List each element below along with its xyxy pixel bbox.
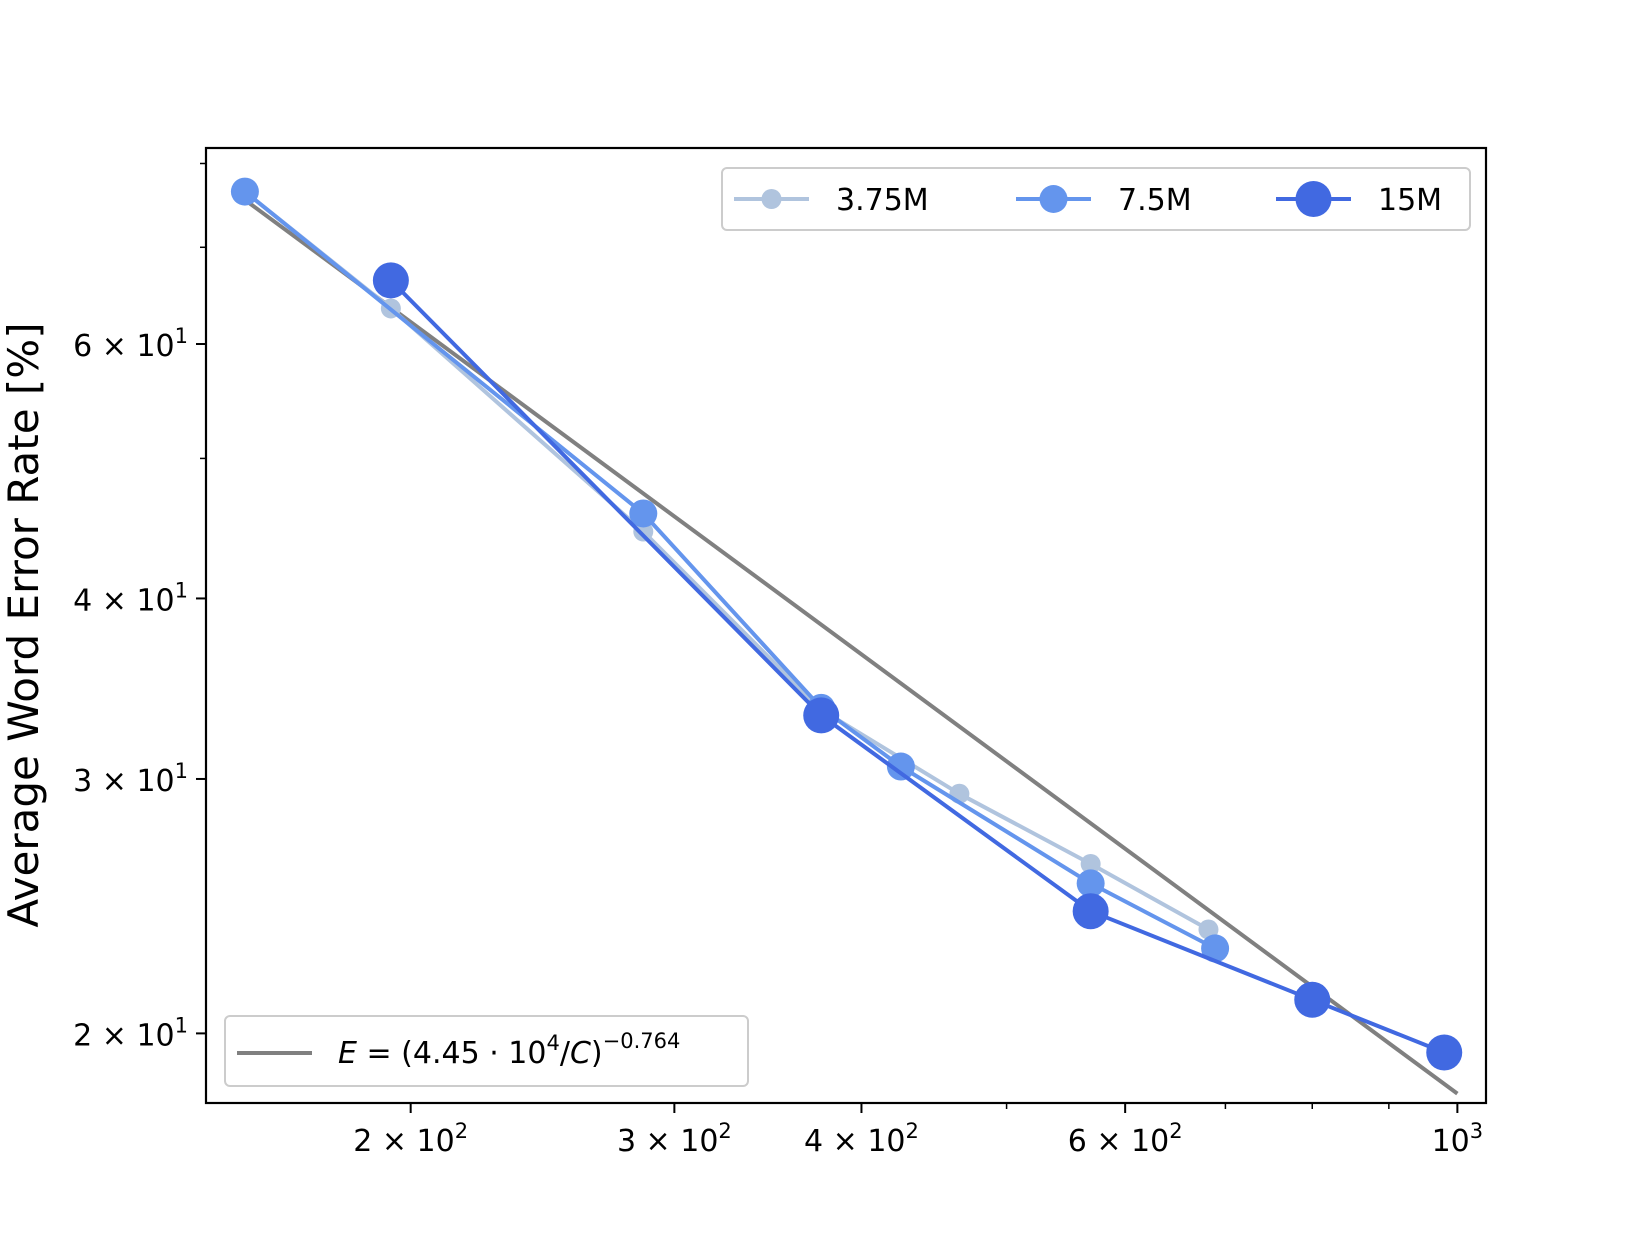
fit-legend-formula: E = (4.45 · 104/C)−0.764	[338, 1029, 680, 1071]
x-tick-mantissa: 2 ×	[353, 1124, 416, 1159]
x-tick-mantissa: 6 ×	[1068, 1124, 1131, 1159]
y-axis-label: Average Word Error Rate [%]	[0, 322, 48, 927]
x-tick-label: 103	[1432, 1119, 1484, 1159]
legend-label-7.5M: 7.5M	[1118, 183, 1192, 218]
x-tick-label: 3 × 102	[617, 1119, 732, 1159]
x-tick-label: 6 × 102	[1068, 1119, 1183, 1159]
y-tick-mantissa: 4 ×	[73, 583, 136, 618]
legend-marker-15M	[1295, 181, 1332, 217]
x-tick-base: 10	[680, 1124, 718, 1159]
fit-formula-eq: = (4.45 · 10	[357, 1036, 547, 1071]
series-point-7.5M	[1201, 934, 1230, 963]
legend-marker-3.75M	[761, 189, 782, 209]
legend-label-3.75M: 3.75M	[836, 183, 929, 218]
series-point-15M	[372, 262, 409, 299]
y-tick-label: 4 × 101	[73, 578, 188, 618]
fit-formula-C: C	[570, 1036, 591, 1071]
x-tick-base: 10	[1432, 1124, 1470, 1159]
x-tick-base: 10	[1131, 1124, 1169, 1159]
fit-legend: E = (4.45 · 104/C)−0.764	[224, 1015, 749, 1087]
series-point-15M	[1072, 893, 1109, 930]
x-tick-base: 10	[417, 1124, 455, 1159]
series-point-15M	[1294, 981, 1331, 1018]
x-tick-label: 4 × 102	[804, 1119, 919, 1159]
fit-legend-box	[224, 1015, 749, 1087]
fit-layer	[243, 198, 1459, 1096]
y-tick-mantissa: 6 ×	[73, 329, 136, 364]
y-tick-base: 10	[136, 329, 174, 364]
y-tick-base: 10	[136, 764, 174, 799]
x-tick-mantissa: 4 ×	[804, 1124, 867, 1159]
x-tick-label: 2 × 102	[353, 1119, 468, 1159]
legend-entries: 3.75M 7.5M 15M	[734, 181, 1442, 218]
series-legend-box	[721, 167, 1471, 231]
fit-formula-exp1: 4	[546, 1031, 559, 1055]
y-tick-mantissa: 2 ×	[73, 1018, 136, 1053]
y-tick-label: 3 × 101	[73, 759, 188, 799]
series-point-3.75M	[1080, 853, 1101, 874]
x-tick-mantissa: 3 ×	[617, 1124, 680, 1159]
y-tick-exp: 1	[175, 324, 188, 348]
fit-formula-exp2: −0.764	[603, 1029, 681, 1053]
y-tick-base: 10	[136, 1018, 174, 1053]
y-tick-mantissa: 3 ×	[73, 764, 136, 799]
x-tick-exp: 3	[1470, 1119, 1483, 1143]
plot-frame	[204, 146, 1488, 1105]
series-point-7.5M	[886, 752, 915, 781]
series-legend: 3.75M 7.5M 15M	[721, 167, 1471, 231]
legend-label-15M: 15M	[1378, 183, 1442, 218]
series-point-15M	[1426, 1034, 1463, 1071]
fit-line	[243, 198, 1459, 1096]
series-line-7.5M	[243, 190, 1217, 951]
series-point-7.5M	[629, 499, 658, 528]
x-tick-exp: 2	[906, 1119, 919, 1143]
y-tick-exp: 1	[175, 759, 188, 783]
fit-formula-E: E	[338, 1036, 357, 1071]
x-tick-base: 10	[867, 1124, 905, 1159]
series-point-7.5M	[230, 177, 259, 206]
y-tick-label: 6 × 101	[73, 324, 188, 364]
series-layer	[230, 177, 1463, 1071]
x-tick-exp: 2	[1169, 1119, 1182, 1143]
x-tick-exp: 2	[455, 1119, 468, 1143]
fit-formula-slash: /	[560, 1036, 571, 1071]
series-point-15M	[803, 697, 840, 734]
y-tick-base: 10	[136, 583, 174, 618]
series-point-7.5M	[1076, 869, 1105, 898]
y-tick-exp: 1	[175, 578, 188, 602]
y-tick-label: 2 × 101	[73, 1013, 188, 1053]
fit-formula-close: )	[591, 1036, 603, 1071]
legend-marker-7.5M	[1039, 185, 1068, 213]
y-tick-exp: 1	[175, 1013, 188, 1037]
x-tick-exp: 2	[718, 1119, 731, 1143]
